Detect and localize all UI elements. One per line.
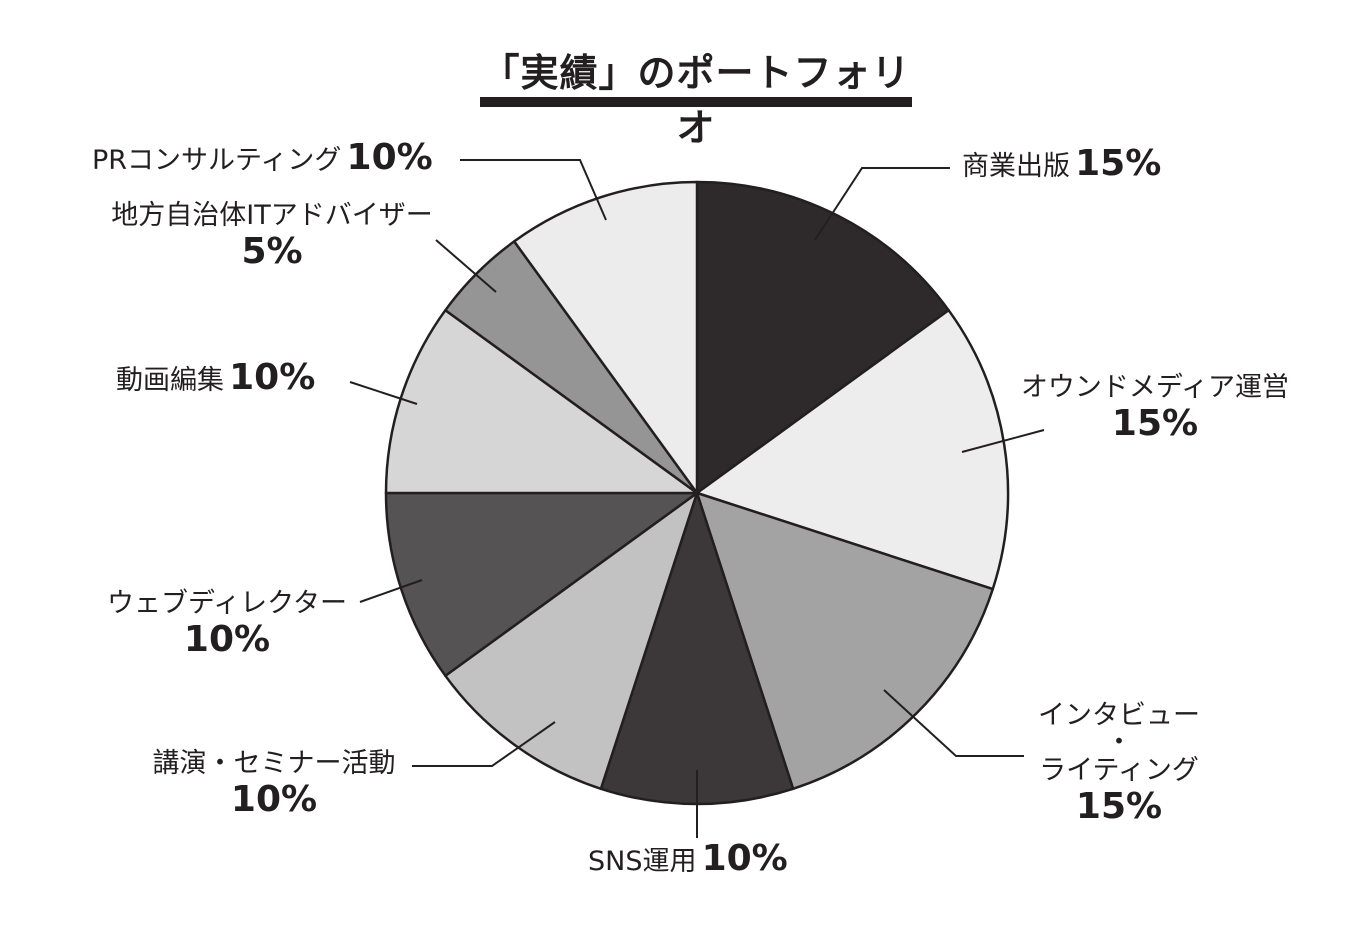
leader-line-s6 [349, 381, 418, 405]
label-web-director: ウェブディレクター 10% [96, 588, 358, 660]
slice-label-name: 地方自治体ITアドバイザー [111, 200, 433, 231]
label-seminar: 講演・セミナー活動 10% [140, 748, 408, 820]
slice-label-percent: 10% [183, 619, 271, 661]
slice-label-percent: 10% [346, 137, 433, 178]
pie-slice-5 [384, 491, 699, 678]
leader-line-s1 [961, 429, 1045, 453]
title-underline [480, 97, 912, 107]
slice-label-percent: 15% [1075, 786, 1163, 828]
slice-label-name: PRコンサルティング [92, 145, 342, 176]
pie-slice-6 [384, 308, 699, 495]
label-local-gov-it: 地方自治体ITアドバイザー 5% [92, 200, 452, 272]
leader-line-s5 [359, 579, 423, 603]
slice-label-name: SNS運用 [588, 846, 697, 877]
slice-label-percent: 10% [701, 838, 788, 879]
slice-label-percent: 15% [1075, 143, 1162, 184]
slice-label-name: 講演・セミナー活動 [152, 748, 396, 779]
slice-label-name: 動画編集 [116, 365, 224, 396]
label-pr-consulting: PRコンサルティング 10% [92, 137, 433, 178]
leader-line-s7 [435, 239, 497, 293]
slice-label-name-line2: ・ [1105, 727, 1133, 759]
label-sns: SNS運用 10% [588, 838, 788, 879]
leader-line-s0 [814, 167, 950, 241]
slice-label-percent: 15% [1111, 403, 1199, 445]
label-owned-media: オウンドメディア運営 15% [1010, 372, 1300, 444]
leader-line-s2 [883, 689, 1024, 757]
slice-label-name: オウンドメディア運営 [1020, 372, 1290, 403]
label-shogyo-shuppan: 商業出版 15% [962, 143, 1161, 184]
pie-slice-2 [695, 491, 995, 791]
slice-label-name-line3: ライティング [1039, 755, 1199, 787]
pie-slice-0 [695, 180, 950, 495]
pie-slices [384, 180, 1010, 806]
leader-lines [349, 159, 1045, 838]
pie-slice-4 [444, 491, 699, 791]
label-video-editing: 動画編集 10% [116, 357, 315, 398]
pie-slice-8 [512, 180, 699, 495]
slice-label-percent: 10% [229, 357, 316, 398]
pie-slice-1 [695, 308, 1010, 591]
slice-label-name: ウェブディレクター [106, 588, 348, 619]
label-interview-writing: インタビュー ・ ライティング 15% [1024, 700, 1214, 828]
slice-label-name: 商業出版 [962, 151, 1070, 182]
leader-line-s4 [412, 721, 556, 767]
slice-label-percent: 10% [230, 779, 318, 821]
chart-title: 「実績」のポートフォリオ [481, 51, 911, 150]
slice-label-name-line1: インタビュー [1038, 700, 1200, 731]
slice-label-percent: 5% [241, 231, 303, 273]
leader-line-s8 [460, 159, 607, 221]
